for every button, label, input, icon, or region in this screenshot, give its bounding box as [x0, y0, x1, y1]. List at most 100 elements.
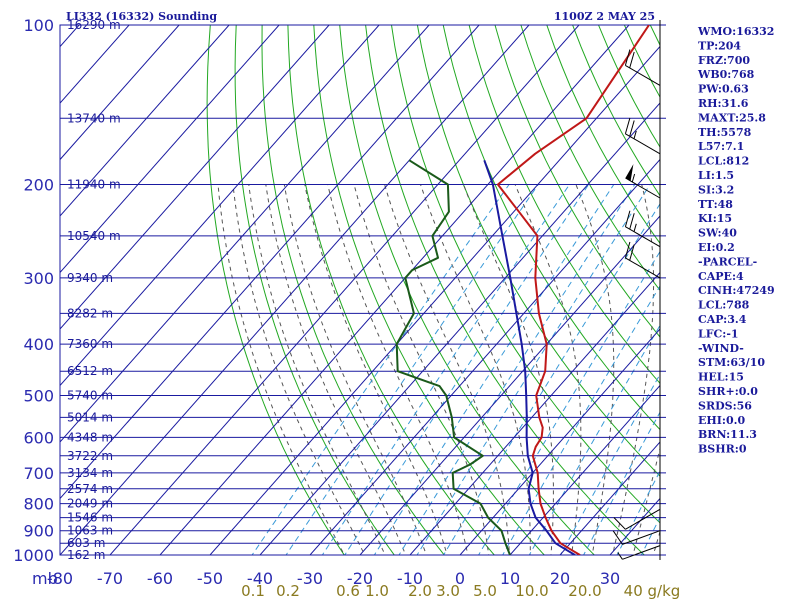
isotherm-line	[209, 45, 660, 555]
index-line: BSHR:0	[698, 443, 747, 456]
mixing-ratio-line	[321, 184, 570, 555]
height-label: 16290 m	[67, 18, 121, 32]
isotherm-line	[60, 25, 480, 500]
profile-lines	[395, 25, 650, 555]
temperature-tick-label: -20	[347, 569, 373, 588]
moist-adiabat-line	[304, 184, 448, 555]
mixing-ratio-lines	[251, 184, 660, 555]
height-label: 3134 m	[67, 466, 113, 480]
index-line: LFC:-1	[698, 327, 739, 340]
index-line: PW:0.63	[698, 83, 749, 96]
wind-barb	[624, 117, 661, 155]
station-title: LI332 (16332) Sounding	[66, 10, 217, 23]
temperature-tick-labels: -80 -70 -60 -50 -40 -30 -20 -10 0 10 20 30	[47, 569, 620, 588]
wind-barb	[624, 241, 661, 279]
isotherm-line	[60, 25, 380, 387]
moist-adiabat-line	[514, 184, 582, 555]
time-stamp: 1100Z 2 MAY 25	[554, 10, 655, 23]
mixing-ratio-label: 0.2	[276, 582, 300, 600]
mixing-ratio-label: 2.0	[408, 582, 432, 600]
mixing-ratio-line	[583, 411, 660, 555]
isotherm-line	[60, 25, 180, 161]
height-label: 13740 m	[67, 111, 121, 125]
isotherm-line	[409, 271, 660, 555]
pressure-tick-label: 400	[23, 335, 54, 354]
wind-barb	[613, 508, 661, 530]
isotherm-line	[459, 328, 660, 555]
height-label: 603 m	[67, 536, 105, 550]
temperature-tick-label: -60	[147, 569, 173, 588]
moist-adiabat-line	[265, 184, 407, 555]
wind-barb	[612, 530, 661, 545]
profile-line-1	[496, 25, 650, 555]
index-line: LCL:788	[698, 299, 750, 312]
isotherm-line	[359, 215, 660, 555]
height-label: 3722 m	[67, 449, 113, 463]
isotherm-line	[60, 25, 280, 274]
isotherm-line	[60, 25, 430, 443]
mixing-ratio-line	[373, 184, 615, 555]
index-line: KI:15	[698, 212, 732, 225]
mixing-ratio-line	[416, 184, 651, 555]
moist-adiabat-line	[248, 184, 386, 555]
isotherm-line	[259, 102, 660, 555]
index-line: SHR+:0.0	[698, 385, 758, 398]
pressure-tick-label: 800	[23, 495, 54, 514]
mixing-ratio-label: 5.0	[473, 582, 497, 600]
index-line: L57:7.1	[698, 140, 744, 153]
temperature-tick-label: 30	[600, 569, 620, 588]
mixing-ratio-line	[398, 184, 636, 555]
isotherm-line	[109, 25, 580, 555]
temperature-tick-label: 0	[455, 569, 465, 588]
isotherms	[60, 25, 660, 555]
index-line: CINH:47249	[698, 284, 775, 297]
height-label: 2049 m	[67, 497, 113, 511]
profile-line-2	[483, 159, 576, 555]
index-line: FRZ:700	[698, 54, 750, 67]
x-axis-unit-label: mb	[32, 569, 58, 588]
index-line: LI:1.5	[698, 169, 734, 182]
pressure-tick-labels: 100 200 300 400 500 600 700 800 900 1000	[13, 16, 54, 565]
temperature-tick-label: -40	[247, 569, 273, 588]
index-line: HEL:15	[698, 371, 744, 384]
index-line: -WIND-	[698, 342, 744, 355]
moist-adiabat-line	[327, 184, 469, 555]
index-line: EHI:0.0	[698, 414, 745, 427]
height-label: 4348 m	[67, 430, 113, 444]
temperature-tick-label: -30	[297, 569, 323, 588]
index-line: WB0:768	[697, 68, 755, 81]
height-label: 2574 m	[67, 482, 113, 496]
mixing-ratio-label: 3.0	[436, 582, 460, 600]
index-line: TH:5578	[698, 126, 752, 139]
temperature-tick-label: 20	[550, 569, 570, 588]
isotherm-line	[309, 158, 660, 555]
moist-adiabat-line	[612, 184, 655, 555]
pressure-tick-label: 500	[23, 387, 54, 406]
moist-adiabat-line	[217, 184, 345, 555]
moist-adiabat-line	[353, 184, 490, 555]
moist-adiabat-line	[283, 184, 427, 555]
index-line: SI:3.2	[698, 183, 734, 196]
temperature-tick-label: -10	[397, 569, 423, 588]
isotherm-line	[559, 441, 660, 555]
index-line: RH:31.6	[698, 97, 749, 110]
temperature-tick-label: -70	[97, 569, 123, 588]
pressure-tick-label: 1000	[13, 546, 54, 565]
mixing-ratio-line	[251, 184, 510, 555]
height-label: 5740 m	[67, 389, 113, 403]
pressure-tick-label: 300	[23, 269, 54, 288]
pressure-tick-label: 700	[23, 464, 54, 483]
height-label: 8282 m	[67, 306, 113, 320]
wind-barb	[624, 210, 661, 248]
mixing-ratio-line	[560, 373, 660, 555]
mixing-ratio-label: 1.0	[365, 582, 389, 600]
mixing-ratio-line	[478, 250, 660, 555]
pressure-tick-label: 200	[23, 176, 54, 195]
isotherm-line	[60, 25, 530, 555]
pressure-tick-label: 100	[23, 16, 54, 35]
mixing-ratio-label: 20.0	[568, 582, 601, 600]
height-label: 6512 m	[67, 364, 113, 378]
